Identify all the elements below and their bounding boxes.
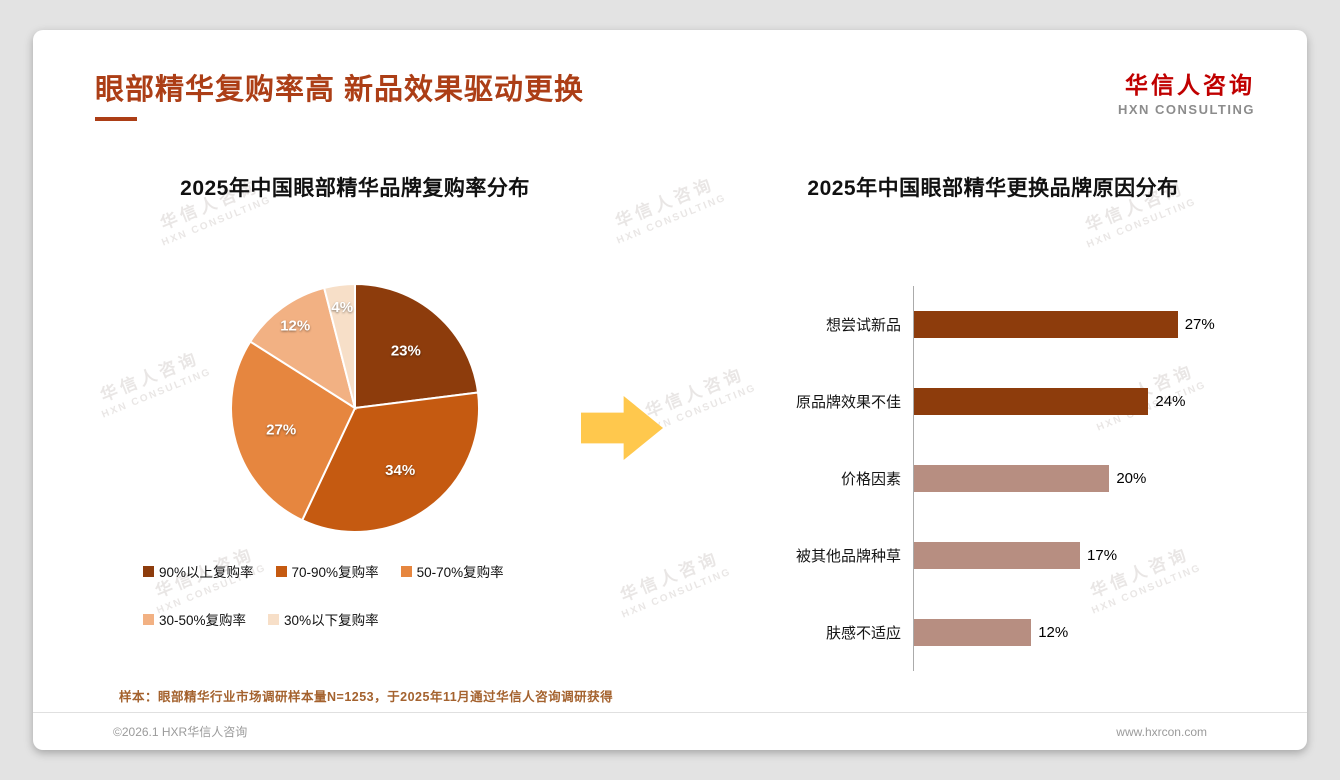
legend-label: 50-70%复购率: [416, 565, 504, 580]
footer: ©2026.1 HXR华信人咨询 www.hxrcon.com: [33, 712, 1307, 750]
bar-track: 27%: [913, 286, 1253, 363]
bar-row: 想尝试新品 27%: [733, 286, 1253, 363]
pie-data-label: 12%: [280, 318, 310, 335]
pie-data-label: 27%: [266, 421, 296, 438]
bar-category-label: 原品牌效果不佳: [795, 394, 901, 411]
pie-chart-section: 2025年中国眼部精华品牌复购率分布 23% 34% 27% 12% 4% 90%以上复…: [95, 172, 615, 657]
bar-value-label: 24%: [1155, 393, 1186, 410]
legend-item: 30%以下复购率: [268, 609, 379, 629]
header: 眼部精华复购率高 新品效果驱动更换 华信人咨询 HXN CONSULTING: [95, 66, 1255, 121]
watermark-chinese-text: 华信人咨询: [612, 174, 718, 232]
legend-label: 30-50%复购率: [159, 613, 247, 628]
pie-slice: [248, 286, 357, 411]
bar-chart: 想尝试新品 27% 原品牌效果不佳 24% 价格因素 20% 被其他品牌种草 17% 肤感不适应…: [733, 286, 1253, 671]
bar: [914, 311, 1178, 338]
bar-value-label: 27%: [1184, 316, 1215, 333]
bar-row: 被其他品牌种草 17%: [733, 517, 1253, 594]
pie-slice: [354, 282, 480, 410]
bar-chart-title: 2025年中国眼部精华更换品牌原因分布: [807, 177, 1179, 200]
pie-legend: 90%以上复购率 70-90%复购率 50-70%复购率 30-50%复购率 30%以下…: [95, 561, 615, 629]
watermark-english-text: HXN CONSULTING: [620, 566, 734, 621]
bar-track: 17%: [913, 517, 1253, 594]
bar: [914, 465, 1110, 492]
bar: [914, 388, 1149, 415]
legend-swatch: [143, 613, 154, 625]
title-accent-bar: [95, 117, 137, 121]
bar-track: 12%: [913, 594, 1253, 671]
footer-website: www.hxrcon.com: [1116, 724, 1207, 739]
legend-row: 30-50%复购率 30%以下复购率: [143, 609, 615, 629]
title-block: 眼部精华复购率高 新品效果驱动更换: [95, 66, 584, 121]
bar-value-label: 12%: [1038, 624, 1069, 641]
legend-label: 30%以下复购率: [284, 613, 379, 628]
logo-chinese-text: 华信人咨询: [1125, 72, 1255, 98]
bar-category-label: 价格因素: [840, 471, 901, 488]
page-title: 眼部精华复购率高 新品效果驱动更换: [95, 74, 585, 106]
legend-item: 50-70%复购率: [400, 561, 504, 581]
bar-category-label: 肤感不适应: [825, 625, 901, 642]
legend-label: 90%以上复购率: [159, 565, 254, 580]
logo-english-text: HXN CONSULTING: [1117, 102, 1255, 117]
pie-chart-title: 2025年中国眼部精华品牌复购率分布: [180, 177, 530, 200]
legend-item: 90%以上复购率: [143, 561, 254, 581]
bar-track: 20%: [913, 440, 1253, 517]
bar-category-label: 想尝试新品: [825, 317, 901, 334]
pie-data-label: 34%: [385, 462, 415, 479]
legend-item: 30-50%复购率: [143, 609, 246, 629]
legend-item: 70-90%复购率: [275, 561, 379, 581]
bar: [914, 542, 1081, 569]
footer-copyright: ©2026.1 HXR华信人咨询: [113, 725, 248, 739]
pie-slice: [230, 340, 357, 522]
watermark-english-text: HXN CONSULTING: [615, 192, 729, 247]
slide-card: 华信人咨询 HXN CONSULTING 华信人咨询 HXN CONSULTING 华信…: [33, 30, 1307, 750]
bar-chart-section: 2025年中国眼部精华更换品牌原因分布 想尝试新品 27% 原品牌效果不佳 24% 价格…: [733, 172, 1253, 671]
bar-value-label: 17%: [1087, 547, 1118, 564]
legend-label: 70-90%复购率: [291, 565, 379, 580]
pie-chart: 23% 34% 27% 12% 4%: [225, 278, 485, 543]
bar-row: 肤感不适应 12%: [733, 594, 1253, 671]
legend-swatch: [143, 565, 154, 577]
pie-data-label: 4%: [331, 299, 353, 316]
bar-row: 价格因素 20%: [733, 440, 1253, 517]
legend-row: 90%以上复购率 70-90%复购率 50-70%复购率: [143, 561, 615, 581]
legend-swatch: [268, 613, 280, 625]
bar-value-label: 20%: [1116, 470, 1147, 487]
legend-swatch: [400, 565, 412, 577]
pie-svg: 23% 34% 27% 12% 4%: [230, 282, 480, 533]
bar-track: 24%: [913, 363, 1253, 440]
bar-row: 原品牌效果不佳 24%: [733, 363, 1253, 440]
bar: [914, 619, 1032, 646]
logo: 华信人咨询 HXN CONSULTING: [1118, 66, 1255, 117]
sample-footnote: 样本：眼部精华行业市场调研样本量N=1253，于2025年11月通过华信人咨询调…: [119, 690, 614, 704]
pie-slice: [322, 282, 356, 409]
legend-swatch: [275, 565, 287, 577]
watermark-chinese-text: 华信人咨询: [617, 548, 723, 606]
pie-data-label: 23%: [391, 342, 421, 359]
bar-category-label: 被其他品牌种草: [795, 548, 901, 565]
